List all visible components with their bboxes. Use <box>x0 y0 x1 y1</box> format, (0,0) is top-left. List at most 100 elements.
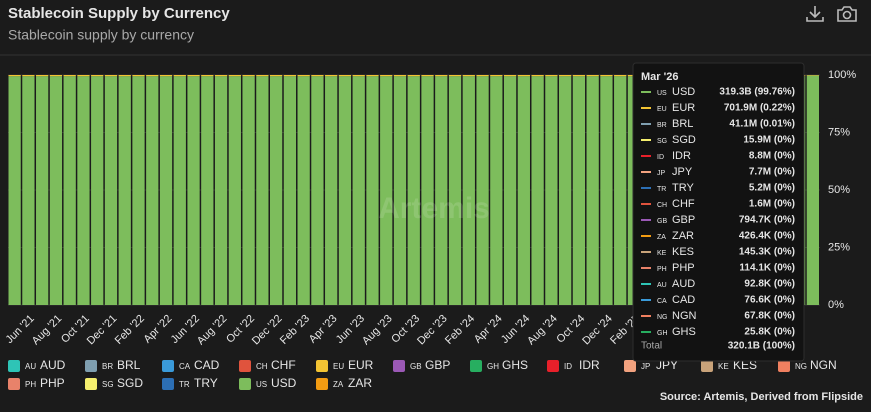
tooltip-name: GHS <box>672 326 696 338</box>
bar-segment <box>586 76 599 306</box>
bar-segment <box>380 75 393 77</box>
bar-segment <box>132 76 145 306</box>
legend-swatch <box>162 378 174 390</box>
legend-swatch <box>701 360 713 372</box>
download-icon[interactable] <box>806 6 824 22</box>
tooltip-value: 5.2M (0%) <box>749 183 795 194</box>
bar-segment <box>366 75 379 77</box>
bar-segment <box>63 76 76 306</box>
bar-segment <box>77 76 90 306</box>
tooltip-code: EU <box>657 106 667 113</box>
tooltip-value: 41.1M (0.01%) <box>729 119 795 130</box>
bar-segment <box>338 76 352 306</box>
bar-segment <box>380 76 393 306</box>
bar-segment <box>421 75 434 77</box>
bar-segment <box>49 75 63 77</box>
bar-segment <box>214 76 228 306</box>
legend-swatch <box>239 360 251 372</box>
tooltip-value: 114.1K (0%) <box>739 263 795 274</box>
bar-segment <box>63 75 76 77</box>
tooltip-name: EUR <box>672 102 695 114</box>
bar-segment <box>22 76 35 306</box>
legend-code: CH <box>256 362 268 371</box>
bar-segment <box>806 75 819 305</box>
bar-segment <box>393 76 407 306</box>
bar-segment <box>159 75 173 77</box>
bar-segment <box>269 76 283 306</box>
bar-segment <box>104 75 118 77</box>
bar-segment <box>325 75 338 77</box>
tooltip-name: USD <box>672 86 695 98</box>
legend-label: JPY <box>656 358 678 372</box>
bar-segment <box>476 76 489 306</box>
tooltip-code: JP <box>657 170 666 177</box>
bar-segment <box>600 75 613 77</box>
bar-segment <box>572 75 586 77</box>
legend: AU AUD BR BRL CA CAD CH CHF EU EUR GB GBP GH GHS ID IDR… <box>8 358 837 390</box>
tooltip-box <box>632 62 805 362</box>
bar-segment <box>338 75 352 77</box>
bar-segment <box>503 76 517 306</box>
tooltip-code: KE <box>657 250 667 257</box>
tooltip-code: NG <box>657 314 668 321</box>
tooltip-value: 8.8M (0%) <box>749 151 795 162</box>
bar-segment <box>448 75 462 77</box>
bar-segment <box>545 75 558 77</box>
tooltip-code: SG <box>657 138 667 145</box>
bar-segment <box>104 76 118 306</box>
bar-segment <box>545 76 558 306</box>
bar-segment <box>572 76 586 306</box>
bar-segment <box>146 75 159 77</box>
tooltip-value: 319.3B (99.76%) <box>719 87 795 98</box>
y-tick-label: 100% <box>828 69 856 81</box>
legend-swatch <box>85 360 97 372</box>
tooltip-value: 794.7K (0%) <box>739 215 795 226</box>
legend-code: TR <box>179 380 190 389</box>
bar-segment <box>600 76 613 306</box>
legend-label: BRL <box>117 358 141 372</box>
legend-swatch <box>778 360 790 372</box>
bar-segment <box>462 76 475 306</box>
tooltip-code: CH <box>657 202 667 209</box>
bar-segment <box>517 76 530 306</box>
tooltip-name: SGD <box>672 134 696 146</box>
legend-label: GHS <box>502 358 528 372</box>
bar-segment <box>407 75 420 77</box>
bar-segment <box>242 75 255 77</box>
tooltip-value: 426.4K (0%) <box>739 231 795 242</box>
tooltip-name: BRL <box>672 118 693 130</box>
y-tick-label: 0% <box>828 299 844 311</box>
legend-swatch <box>239 378 251 390</box>
bar-segment <box>393 75 407 77</box>
bar-segment <box>8 75 21 77</box>
bar-segment <box>132 75 145 77</box>
legend-code: US <box>256 380 267 389</box>
tooltip-code: TR <box>657 186 666 193</box>
bar-segment <box>91 75 104 77</box>
legend-swatch <box>624 360 636 372</box>
bar-segment <box>91 76 104 306</box>
bar-segment <box>283 75 297 77</box>
tooltip-name: AUD <box>672 278 695 290</box>
bar-segment <box>187 75 200 77</box>
tooltip-total-label: Total <box>641 341 662 352</box>
legend-label: AUD <box>40 358 66 372</box>
bar-segment <box>256 76 269 306</box>
bar-segment <box>462 75 475 77</box>
tooltip-value: 1.6M (0%) <box>749 199 795 210</box>
bar-segment <box>352 75 365 77</box>
bar-segment <box>228 75 241 77</box>
bar-segment <box>366 76 379 306</box>
tooltip: Mar '26 US USD 319.3B (99.76%) EU EUR 701.9M … <box>632 62 805 362</box>
legend-swatch <box>162 360 174 372</box>
tooltip-name: NGN <box>672 310 697 322</box>
camera-icon[interactable] <box>837 6 857 22</box>
tooltip-value: 7.7M (0%) <box>749 167 795 178</box>
legend-label: ZAR <box>348 376 372 390</box>
bar-segment <box>118 76 131 306</box>
bar-segment <box>159 76 173 306</box>
bar-segment <box>531 75 544 77</box>
tooltip-value: 92.8K (0%) <box>744 279 795 290</box>
tooltip-name: PHP <box>672 262 695 274</box>
